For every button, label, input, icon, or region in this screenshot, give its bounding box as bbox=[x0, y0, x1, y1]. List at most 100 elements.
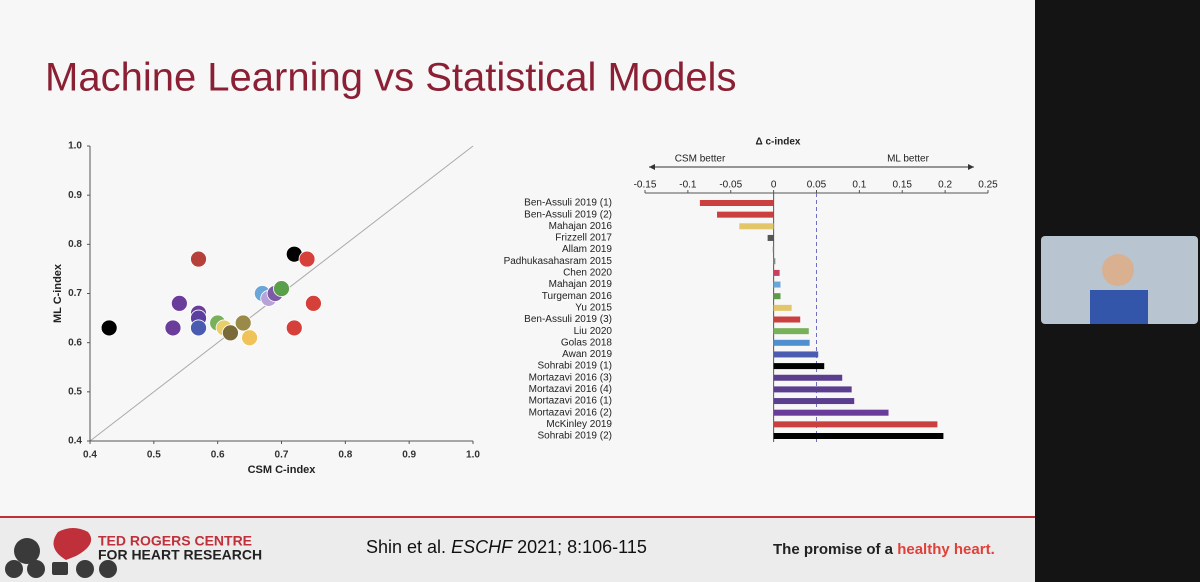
category-label: Mortazavi 2016 (4) bbox=[529, 384, 612, 395]
point bbox=[298, 250, 316, 268]
annotation: ML better bbox=[887, 154, 930, 165]
x-tick-label: 1.0 bbox=[466, 450, 480, 461]
tagline-part: The promise of a bbox=[773, 541, 897, 558]
category-label: Sohrabi 2019 (1) bbox=[538, 361, 613, 372]
bar bbox=[773, 386, 852, 393]
category-label: Padhukasahasram 2015 bbox=[504, 256, 613, 267]
category-label: Mortazavi 2016 (2) bbox=[529, 407, 612, 418]
category-label: Liu 2020 bbox=[574, 326, 613, 337]
logo-line: FOR HEART RESEARCH bbox=[98, 547, 262, 563]
x-tick-label: 0 bbox=[771, 180, 777, 191]
bar bbox=[773, 269, 780, 276]
back-button[interactable] bbox=[5, 560, 23, 578]
bar bbox=[773, 281, 781, 288]
point bbox=[222, 324, 239, 342]
y-tick-label: 0.5 bbox=[68, 386, 82, 397]
point bbox=[305, 294, 322, 312]
bar bbox=[773, 409, 889, 416]
y-tick-label: 0.8 bbox=[68, 239, 82, 250]
category-label: Ben-Assuli 2019 (1) bbox=[524, 198, 612, 209]
x-tick-label: 0.9 bbox=[402, 450, 416, 461]
bar bbox=[773, 258, 776, 265]
x-tick-label: 0.25 bbox=[978, 180, 998, 191]
category-label: Mortazavi 2016 (1) bbox=[529, 396, 612, 407]
category-label: Ben-Assuli 2019 (3) bbox=[524, 314, 612, 325]
point bbox=[100, 319, 118, 337]
category-label: Ben-Assuli 2019 (2) bbox=[524, 209, 612, 220]
draw-button[interactable] bbox=[27, 560, 45, 578]
x-tick-label: 0.7 bbox=[275, 450, 289, 461]
more-button[interactable] bbox=[76, 560, 94, 578]
x-tick-label: 0.8 bbox=[338, 450, 352, 461]
category-label: Golas 2018 bbox=[561, 337, 613, 348]
point bbox=[170, 294, 188, 312]
slide-title: Machine Learning vs Statistical Models bbox=[45, 56, 736, 100]
cc-button[interactable] bbox=[52, 562, 68, 575]
x-tick-label: -0.05 bbox=[719, 180, 742, 191]
bar bbox=[773, 293, 781, 300]
x-tick-label: 0.2 bbox=[938, 180, 952, 191]
pen-button[interactable] bbox=[14, 538, 40, 564]
x-tick-label: 0.1 bbox=[852, 180, 866, 191]
category-label: Awan 2019 bbox=[562, 349, 612, 360]
chart-title: Δ c-index bbox=[756, 137, 801, 148]
y-tick-label: 0.4 bbox=[68, 436, 82, 447]
bar bbox=[699, 200, 774, 206]
citation: Shin et al. ESCHF 2021; 8:106-115 bbox=[366, 537, 647, 557]
category-label: Chen 2020 bbox=[563, 268, 612, 279]
bar bbox=[772, 246, 774, 253]
point bbox=[234, 314, 252, 332]
bar bbox=[773, 304, 792, 311]
category-label: Mahajan 2019 bbox=[549, 279, 613, 290]
logo-line: TED ROGERS CENTRE bbox=[98, 533, 252, 549]
slide bbox=[0, 0, 1035, 582]
point bbox=[285, 319, 303, 337]
bar bbox=[773, 316, 801, 323]
forward-button[interactable] bbox=[99, 560, 117, 578]
bar bbox=[773, 433, 944, 439]
category-label: Frizzell 2017 bbox=[555, 233, 612, 244]
category-label: McKinley 2019 bbox=[546, 419, 612, 430]
x-tick-label: 0.4 bbox=[83, 450, 97, 461]
point bbox=[190, 319, 207, 337]
category-label: Mortazavi 2016 (3) bbox=[529, 372, 612, 383]
webcam-face bbox=[1102, 254, 1134, 286]
citation-part: ESCHF bbox=[451, 537, 513, 557]
x-tick-label: 0.5 bbox=[147, 450, 161, 461]
y-tick-label: 0.6 bbox=[68, 337, 82, 348]
category-label: Sohrabi 2019 (2) bbox=[538, 431, 613, 442]
bar bbox=[767, 234, 774, 241]
y-tick-label: 1.0 bbox=[68, 141, 82, 152]
logo-icon bbox=[53, 528, 92, 560]
annotation: CSM better bbox=[675, 154, 726, 165]
point bbox=[164, 319, 182, 337]
x-tick-label: 0.6 bbox=[211, 450, 225, 461]
point bbox=[273, 280, 290, 297]
category-label: Yu 2015 bbox=[575, 302, 612, 313]
x-tick-label: -0.1 bbox=[679, 180, 697, 191]
bar bbox=[773, 421, 938, 428]
citation-part: 2021; 8:106-115 bbox=[512, 537, 647, 557]
point bbox=[241, 329, 258, 347]
point bbox=[190, 250, 207, 268]
category-label: Allam 2019 bbox=[562, 244, 612, 255]
tagline-part: healthy heart. bbox=[897, 541, 995, 558]
bar bbox=[773, 363, 825, 370]
bar bbox=[773, 328, 809, 335]
x-tick-label: 0.05 bbox=[807, 180, 827, 191]
category-label: Mahajan 2016 bbox=[549, 221, 613, 232]
bar bbox=[773, 339, 810, 346]
webcam-body bbox=[1090, 290, 1148, 324]
category-label: Turgeman 2016 bbox=[542, 291, 613, 302]
y-axis-label: ML C-index bbox=[52, 263, 64, 323]
bar bbox=[739, 223, 774, 230]
bar bbox=[773, 351, 819, 358]
bar bbox=[717, 211, 774, 218]
bar bbox=[773, 374, 843, 381]
x-tick-label: -0.15 bbox=[634, 180, 657, 191]
bar bbox=[773, 398, 855, 405]
y-tick-label: 0.7 bbox=[68, 288, 82, 299]
x-axis-label: CSM C-index bbox=[248, 464, 317, 476]
